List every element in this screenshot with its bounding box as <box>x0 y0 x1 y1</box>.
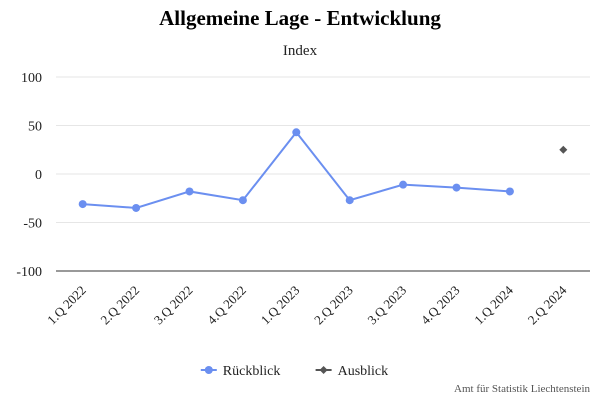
legend-marker <box>204 366 213 374</box>
credit-text: Amt für Statistik Liechtenstein <box>454 383 590 395</box>
x-tick-label: 3.Q 2023 <box>364 283 409 328</box>
chart-subtitle: Index <box>282 43 318 59</box>
x-tick-label: 3.Q 2022 <box>151 283 196 328</box>
x-tick-label: 1.Q 2023 <box>258 283 303 328</box>
data-point <box>132 203 141 212</box>
x-tick-label: 2.Q 2022 <box>97 283 142 328</box>
data-point <box>452 183 461 192</box>
data-point <box>78 200 87 209</box>
data-point <box>185 187 194 196</box>
legend-label: Rückblick <box>223 364 281 379</box>
y-tick-label: -50 <box>23 217 42 232</box>
data-point <box>505 187 514 196</box>
y-tick-label: -100 <box>16 265 42 280</box>
x-tick-label: 1.Q 2022 <box>44 283 89 328</box>
data-point <box>399 180 408 189</box>
data-point <box>292 128 301 137</box>
x-tick-label: 4.Q 2022 <box>204 283 249 328</box>
x-tick-label: 4.Q 2023 <box>418 283 463 328</box>
data-point <box>238 196 247 205</box>
x-tick-label: 2.Q 2024 <box>525 282 570 327</box>
legend-label: Ausblick <box>338 364 389 379</box>
y-tick-label: 50 <box>28 120 42 135</box>
chart-title: Allgemeine Lage - Entwicklung <box>159 6 441 30</box>
x-tick-label: 1.Q 2024 <box>471 282 516 327</box>
y-tick-label: 100 <box>21 71 42 86</box>
x-tick-label: 2.Q 2023 <box>311 283 356 328</box>
legend-marker <box>319 366 328 374</box>
data-point <box>559 145 568 154</box>
series-line-1 <box>82 130 510 209</box>
data-point <box>345 196 354 205</box>
y-tick-label: 0 <box>35 168 42 183</box>
